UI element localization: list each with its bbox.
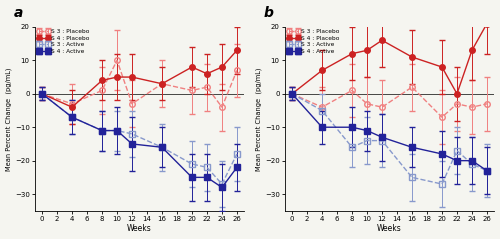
Text: b: b bbox=[264, 5, 274, 20]
X-axis label: Weeks: Weeks bbox=[127, 224, 152, 234]
Y-axis label: Mean Percent Change  (pg/mL): Mean Percent Change (pg/mL) bbox=[256, 67, 262, 171]
Y-axis label: Mean Percent Change  (pg/mL): Mean Percent Change (pg/mL) bbox=[6, 67, 12, 171]
X-axis label: Weeks: Weeks bbox=[377, 224, 402, 234]
Legend: S 3 : Placebo, S 4 : Placebo, S 3 : Active, S 4 : Active: S 3 : Placebo, S 4 : Placebo, S 3 : Acti… bbox=[36, 29, 90, 54]
Text: a: a bbox=[14, 5, 23, 20]
Legend: S 3 : Placebo, S 4 : Placebo, S 3 : Active, S 4 : Active: S 3 : Placebo, S 4 : Placebo, S 3 : Acti… bbox=[286, 29, 341, 54]
